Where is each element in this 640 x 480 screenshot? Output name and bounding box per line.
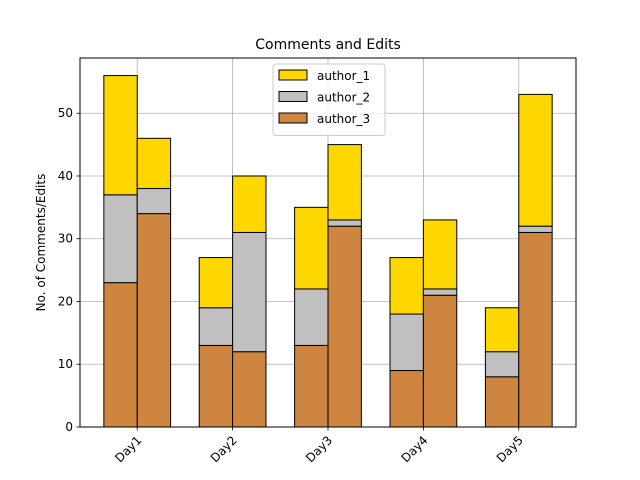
y-tick-label: 0 bbox=[65, 420, 73, 434]
bar-author_2 bbox=[136, 188, 172, 215]
legend-label: author_3 bbox=[317, 112, 370, 126]
legend-swatch bbox=[278, 112, 308, 124]
bar-author_3 bbox=[103, 282, 138, 428]
y-tick-label: 30 bbox=[58, 232, 73, 246]
bar-author_1 bbox=[136, 137, 172, 190]
bar-author_2 bbox=[484, 351, 520, 378]
bar-author_3 bbox=[294, 344, 329, 428]
bar-author_3 bbox=[422, 294, 458, 428]
bar-author_2 bbox=[327, 219, 362, 227]
bar-author_1 bbox=[422, 219, 458, 290]
bar-author_2 bbox=[422, 288, 458, 296]
bar-author_3 bbox=[198, 344, 234, 428]
bar-author_1 bbox=[518, 93, 553, 227]
bar-author_2 bbox=[232, 231, 267, 353]
legend-swatch bbox=[278, 91, 308, 102]
bar-author_2 bbox=[389, 313, 424, 372]
bar-author_1 bbox=[232, 175, 267, 233]
y-tick-label: 10 bbox=[58, 357, 73, 371]
y-tick-label: 20 bbox=[58, 294, 73, 308]
bar-author_3 bbox=[389, 370, 424, 428]
bar-author_2 bbox=[103, 194, 138, 284]
chart-title: Comments and Edits bbox=[255, 37, 401, 53]
bar-author_2 bbox=[294, 288, 329, 346]
bar-author_3 bbox=[136, 213, 172, 428]
y-axis-label: No. of Comments/Edits bbox=[34, 174, 48, 312]
bar-author_2 bbox=[518, 225, 553, 233]
y-tick-label: 40 bbox=[58, 169, 73, 183]
bar-author_1 bbox=[327, 144, 362, 221]
bar-author_1 bbox=[484, 307, 520, 353]
bar-author_2 bbox=[198, 307, 234, 346]
bar-author_3 bbox=[484, 376, 520, 428]
bar-author_1 bbox=[103, 75, 138, 196]
bars bbox=[103, 75, 553, 428]
legend-swatch bbox=[278, 69, 308, 81]
bar-author_3 bbox=[518, 231, 553, 428]
bar-author_1 bbox=[198, 257, 234, 309]
y-tick-label: 50 bbox=[58, 106, 73, 120]
legend-label: author_1 bbox=[317, 69, 370, 83]
legend: author_1 author_2 author_3 bbox=[272, 63, 386, 136]
y-axis-ticks: 0 10 20 30 40 50 bbox=[58, 106, 80, 434]
bar-author_3 bbox=[232, 351, 267, 428]
bar-author_1 bbox=[389, 257, 424, 315]
bar-author_3 bbox=[327, 225, 362, 428]
bar-author_1 bbox=[294, 206, 329, 290]
legend-label: author_2 bbox=[317, 91, 370, 105]
